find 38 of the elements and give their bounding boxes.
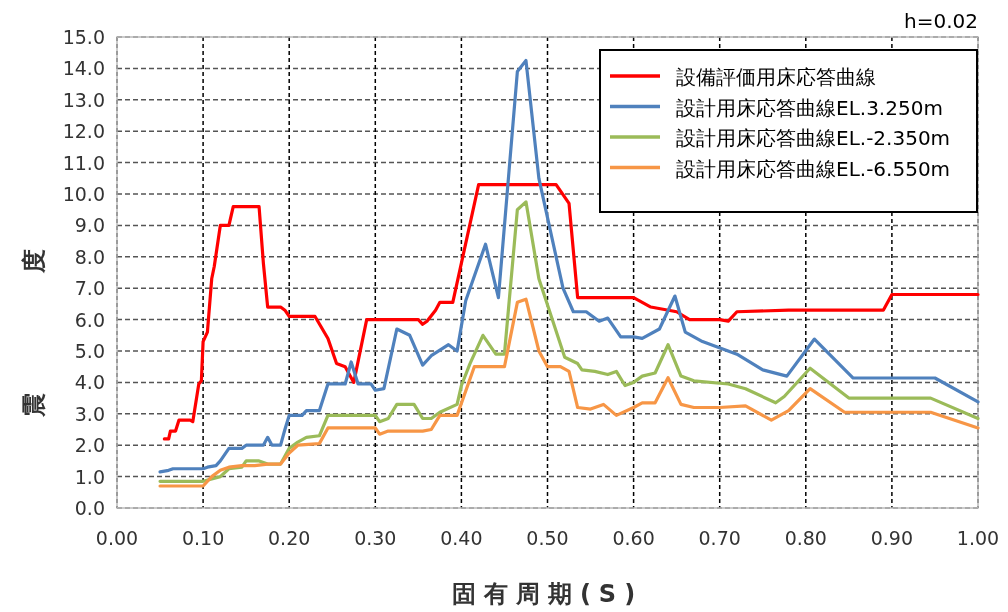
y-tick-label: 5.0 [74, 340, 105, 362]
line-series [158, 58, 980, 474]
x-tick-label: 0.00 [95, 527, 139, 549]
y-tick-label: 7.0 [74, 277, 105, 300]
y-tick-label: 13.0 [62, 88, 105, 111]
y-tick-label: 4.0 [74, 371, 105, 394]
legend-label: 設計用床応答曲線EL.-2.350m [676, 126, 951, 150]
y-tick-label: 1.0 [74, 465, 105, 488]
legend-label: 設計用床応答曲線EL.-6.550m [676, 156, 951, 181]
line-series [158, 200, 980, 483]
x-tick-label: 0.20 [268, 527, 311, 549]
y-tick-label: 2.0 [74, 434, 105, 457]
x-tick-label: 0.70 [698, 527, 741, 549]
y-tick-label: 15.0 [62, 26, 105, 48]
y-tick-label: 9.0 [74, 214, 105, 237]
x-tick-label: 0.80 [784, 527, 827, 549]
legend-label: 設備評価用床応答曲線 [676, 65, 876, 89]
x-tick-label: 1.00 [956, 527, 1000, 549]
text: h=0.02 [904, 9, 978, 33]
line-series [162, 182, 980, 441]
y-tick-label: 6.0 [74, 308, 105, 331]
x-tick-label: 0.90 [870, 527, 914, 549]
y-axis-title: 震度 [20, 128, 48, 418]
y-tick-label: 12.0 [62, 120, 105, 143]
line-series [158, 297, 980, 488]
y-tick-label: 8.0 [74, 245, 105, 268]
x-axis-title: 固有周期(S) [451, 580, 644, 608]
y-tick-label: 10.0 [62, 183, 105, 205]
x-tick-label: 0.30 [354, 527, 397, 549]
x-tick-label: 0.50 [526, 527, 569, 549]
x-tick-label: 0.60 [612, 527, 655, 549]
y-tick-label: 3.0 [74, 402, 105, 425]
x-tick-label: 0.10 [181, 527, 225, 549]
y-tick-label: 11.0 [62, 151, 105, 174]
y-tick-label: 0.0 [74, 497, 105, 519]
y-tick-label: 14.0 [62, 57, 105, 80]
x-tick-label: 0.40 [440, 527, 483, 549]
legend-label: 設計用床応答曲線EL.3.250m [676, 95, 943, 120]
